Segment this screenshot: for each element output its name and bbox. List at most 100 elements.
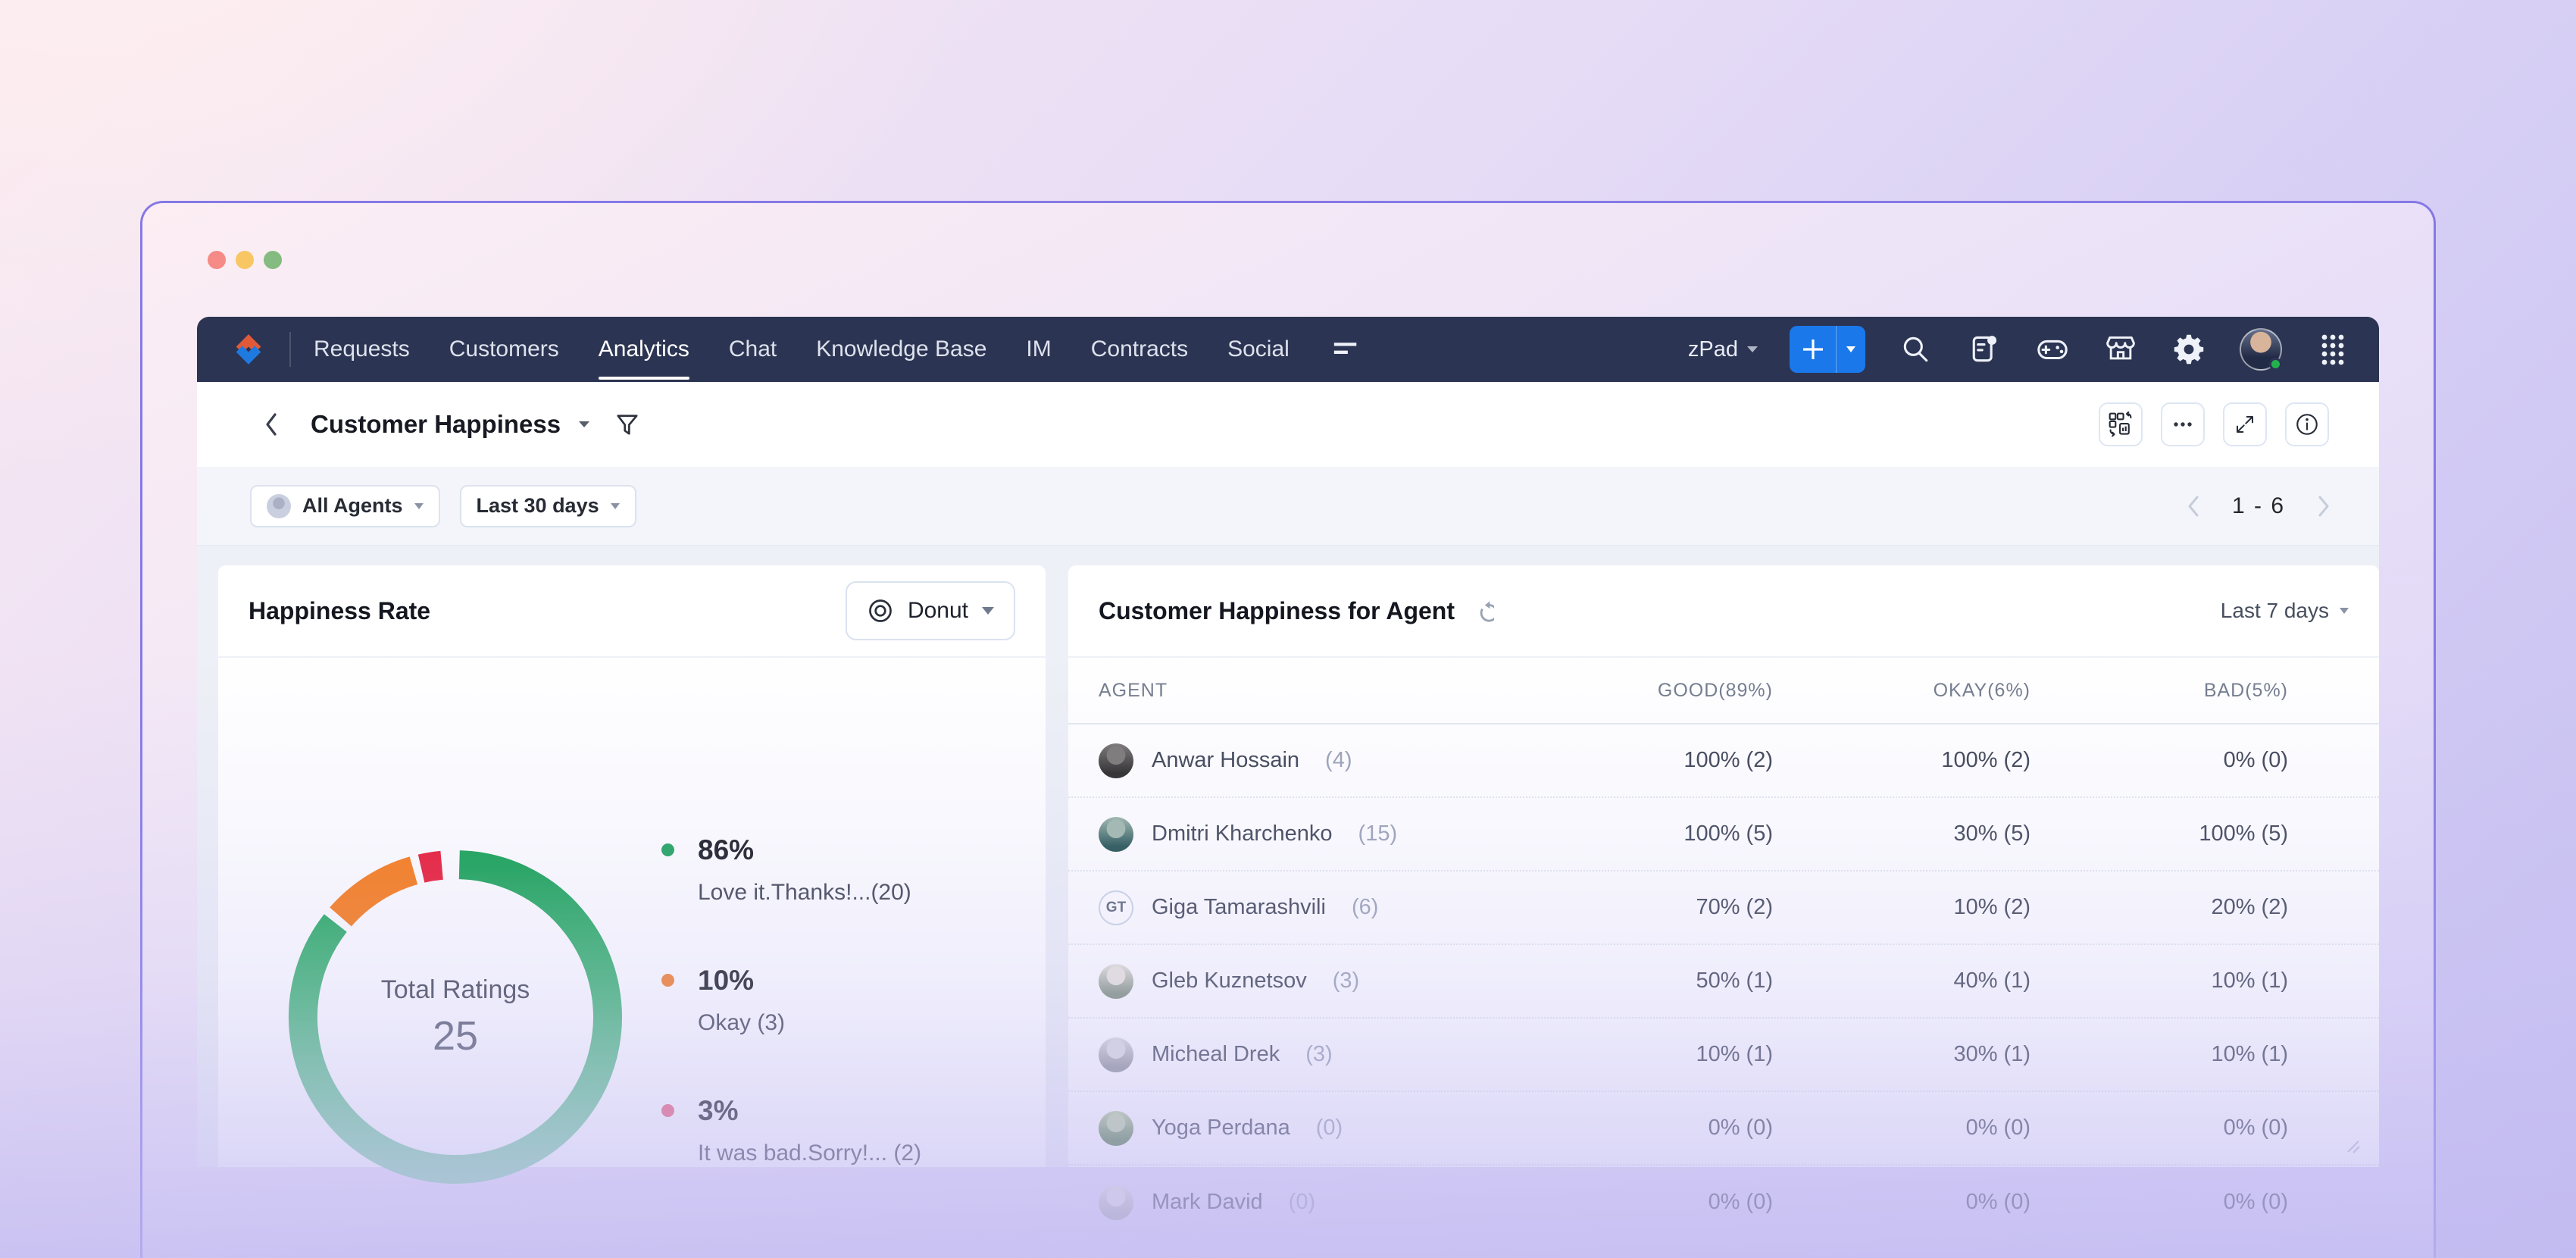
- agents-avatar-icon: [267, 493, 291, 518]
- agent-cell: Mark David (0): [1099, 1184, 1523, 1220]
- dashboard-selector-caret[interactable]: [579, 421, 590, 427]
- marketplace-store-icon[interactable]: [2103, 332, 2138, 367]
- bad-value: 10% (1): [2211, 1042, 2288, 1066]
- nav-item-im[interactable]: IM: [1026, 336, 1052, 361]
- nav-item-social[interactable]: Social: [1227, 336, 1290, 361]
- chevron-down-icon: [610, 502, 620, 509]
- agent-name[interactable]: Yoga Perdana: [1152, 1116, 1290, 1140]
- agent-table-body: Anwar Hossain (4) 100% (2) 100% (2) 0% (0) Dm…: [1068, 724, 2379, 1239]
- page-title: Customer Happiness: [311, 410, 561, 438]
- okay-value: 10% (2): [1953, 895, 2030, 919]
- agent-rating-count: (4): [1325, 748, 1352, 772]
- refresh-icon[interactable]: [1471, 599, 1494, 622]
- nav-item-customers[interactable]: Customers: [449, 336, 559, 361]
- chart-type-selector[interactable]: Donut: [845, 581, 1015, 640]
- bad-value: 0% (0): [2223, 1190, 2288, 1214]
- info-button[interactable]: [2285, 402, 2329, 446]
- back-button[interactable]: [264, 409, 291, 440]
- good-value: 0% (0): [1708, 1190, 1773, 1214]
- games-controller-icon[interactable]: [2035, 332, 2070, 367]
- agent-cell: Dmitri Kharchenko (15): [1099, 816, 1523, 852]
- agent-name[interactable]: Dmitri Kharchenko: [1152, 821, 1333, 846]
- table-row-3[interactable]: Gleb Kuznetsov (3) 50% (1) 40% (1) 10% (1): [1068, 945, 2379, 1019]
- table-row-2[interactable]: GT Giga Tamarashvili (6) 70% (2) 10% (2) 20% …: [1068, 872, 2379, 945]
- legend-percentage: 3%: [698, 1095, 739, 1126]
- column-okay: OKAY(6%): [1933, 679, 2030, 701]
- agent-name[interactable]: Anwar Hossain: [1152, 748, 1300, 772]
- legend-item-1: 10% Okay (3): [661, 965, 921, 1036]
- agent-date-range-selector[interactable]: Last 7 days: [2221, 599, 2349, 623]
- apps-grid-icon[interactable]: [2315, 332, 2350, 367]
- filter-funnel-icon[interactable]: [615, 412, 639, 437]
- agent-name[interactable]: Gleb Kuznetsov: [1152, 969, 1307, 993]
- legend-label: Love it.Thanks!...(20): [698, 880, 911, 905]
- table-row-4[interactable]: Micheal Drek (3) 10% (1) 30% (1) 10% (1): [1068, 1019, 2379, 1092]
- nav-item-requests[interactable]: Requests: [314, 336, 410, 361]
- expand-fullscreen-button[interactable]: [2223, 402, 2267, 446]
- chevron-down-icon: [414, 502, 424, 509]
- date-range-filter[interactable]: Last 30 days: [459, 484, 636, 527]
- dashboard-content: Happiness Rate Donut Total Ratings: [197, 546, 2379, 1220]
- workspace-selector[interactable]: zPad: [1688, 337, 1758, 362]
- window-close-button[interactable]: [208, 251, 226, 269]
- legend-percentage: 10%: [698, 965, 755, 996]
- nav-items: Requests Customers Analytics Chat Knowledge …: [314, 317, 1329, 382]
- avatar: [1099, 1037, 1133, 1072]
- switch-view-button[interactable]: [2099, 402, 2143, 446]
- nav-divider: [289, 332, 291, 367]
- nav-item-analytics[interactable]: Analytics: [598, 317, 689, 382]
- donut-slice-1: [330, 856, 418, 927]
- user-avatar[interactable]: [2240, 328, 2282, 371]
- good-value: 100% (2): [1683, 748, 1773, 772]
- table-row-5[interactable]: Yoga Perdana (0) 0% (0) 0% (0) 0% (0): [1068, 1092, 2379, 1166]
- agent-cell: Yoga Perdana (0): [1099, 1110, 1523, 1146]
- window-titlebar: [142, 203, 2434, 317]
- nav-icon-group: [1899, 328, 2350, 371]
- resize-handle[interactable]: [2346, 1139, 2361, 1158]
- bad-value: 10% (1): [2211, 969, 2288, 993]
- agent-rating-count: (0): [1315, 1116, 1343, 1140]
- agent-name[interactable]: Giga Tamarashvili: [1152, 895, 1326, 919]
- pagination: 1 - 6: [2187, 493, 2331, 519]
- pagination-range: 1 - 6: [2231, 493, 2285, 518]
- agent-rating-count: (15): [1358, 821, 1398, 846]
- agent-name[interactable]: Micheal Drek: [1152, 1042, 1280, 1066]
- table-row-1[interactable]: Dmitri Kharchenko (15) 100% (5) 30% (5) 100%…: [1068, 798, 2379, 872]
- agents-filter-label: All Agents: [302, 494, 403, 517]
- window-minimize-button[interactable]: [236, 251, 254, 269]
- bad-value: 0% (0): [2223, 748, 2288, 772]
- workspace-label: zPad: [1687, 336, 1738, 361]
- agent-rating-count: (0): [1288, 1190, 1316, 1214]
- table-row-6[interactable]: Mark David (0) 0% (0) 0% (0) 0% (0): [1068, 1166, 2379, 1239]
- search-icon[interactable]: [1899, 332, 1934, 367]
- column-good: GOOD(89%): [1657, 679, 1773, 701]
- nav-item-contracts[interactable]: Contracts: [1090, 336, 1189, 361]
- create-new-split-button[interactable]: [1790, 326, 1865, 373]
- create-new-dropdown[interactable]: [1837, 326, 1865, 373]
- agent-card-title: Customer Happiness for Agent: [1099, 596, 1455, 624]
- nav-item-knowledge-base[interactable]: Knowledge Base: [816, 336, 987, 361]
- plus-icon[interactable]: [1790, 326, 1837, 373]
- pagination-prev-button[interactable]: [2187, 495, 2200, 518]
- more-tabs-icon[interactable]: [1329, 332, 1364, 367]
- table-row-0[interactable]: Anwar Hossain (4) 100% (2) 100% (2) 0% (0): [1068, 724, 2379, 798]
- date-range-label: Last 30 days: [476, 494, 599, 517]
- column-agent: AGENT: [1099, 679, 1168, 701]
- okay-value: 30% (5): [1953, 821, 2030, 846]
- okay-value: 0% (0): [1965, 1190, 2030, 1214]
- agent-name[interactable]: Mark David: [1152, 1190, 1263, 1214]
- app-window: Requests Customers Analytics Chat Knowledge …: [140, 201, 2436, 1258]
- nav-item-chat[interactable]: Chat: [728, 336, 777, 361]
- settings-gear-icon[interactable]: [2171, 332, 2206, 367]
- bad-value: 0% (0): [2223, 1116, 2288, 1140]
- knowledge-journal-icon[interactable]: [1967, 332, 2002, 367]
- agents-filter[interactable]: All Agents: [250, 484, 440, 527]
- top-navbar: Requests Customers Analytics Chat Knowledge …: [197, 317, 2379, 382]
- window-zoom-button[interactable]: [264, 251, 282, 269]
- pagination-next-button[interactable]: [2317, 495, 2331, 518]
- agent-cell: Anwar Hossain (4): [1099, 743, 1523, 778]
- brand-logo-icon[interactable]: [227, 328, 270, 371]
- donut-slice-2: [417, 850, 444, 883]
- more-options-button[interactable]: [2161, 402, 2205, 446]
